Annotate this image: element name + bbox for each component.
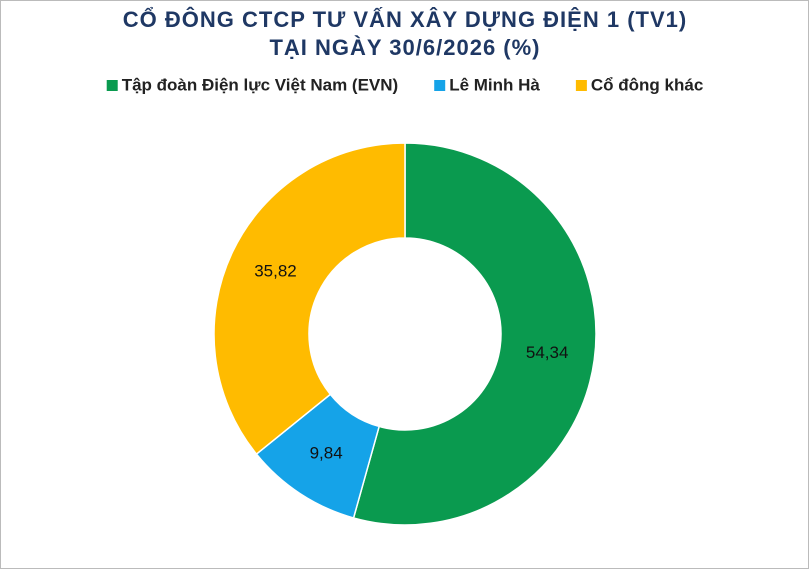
chart-title: TẠI NGÀY 30/6/2026 (%) [269, 35, 540, 60]
legend-label: Lê Minh Hà [449, 75, 540, 94]
data-label: 9,84 [310, 443, 343, 462]
slice [213, 142, 406, 456]
slice [352, 142, 597, 526]
legend-label: Cổ đông khác [591, 75, 703, 94]
chart-title: CỔ ĐÔNG CTCP TƯ VẤN XÂY DỰNG ĐIỆN 1 (TV1… [123, 7, 687, 32]
legend-swatch [434, 80, 446, 91]
legend-label: Tập đoàn Điện lực Việt Nam (EVN) [122, 75, 399, 94]
legend-swatch [575, 80, 587, 91]
data-label: 35,82 [254, 262, 297, 281]
legend-swatch [106, 80, 118, 91]
data-label: 54,34 [526, 343, 569, 362]
